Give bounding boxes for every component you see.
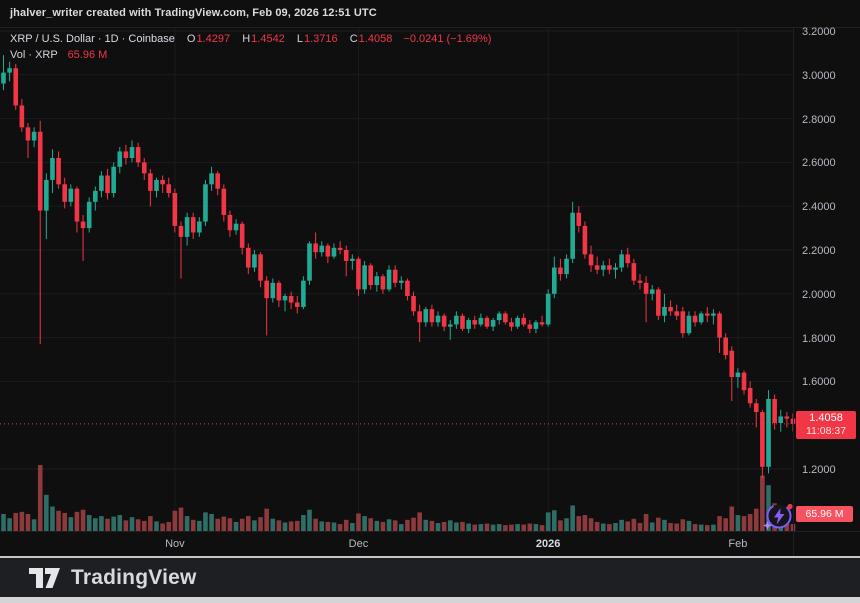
- chart-legend: XRP / U.S. Dollar · 1D · Coinbase O1.429…: [10, 31, 491, 63]
- price-axis-label: 1.8000: [802, 332, 836, 345]
- axis-corner-divider: [792, 531, 860, 532]
- tradingview-logo-icon: [29, 568, 60, 588]
- legend-symbol-row: XRP / U.S. Dollar · 1D · Coinbase O1.429…: [10, 31, 491, 47]
- low-label: L: [296, 33, 303, 45]
- price-axis[interactable]: 3.2000 3.0000 2.8000 2.6000 2.4000 2.2000 2.00…: [793, 26, 860, 556]
- high-value: 1.4542: [251, 33, 285, 45]
- time-axis-label-2026: 2026: [535, 538, 561, 550]
- time-axis-label-dec: Dec: [348, 538, 369, 550]
- tradingview-logo[interactable]: TradingView: [28, 565, 197, 591]
- footer-divider: [0, 556, 860, 558]
- price-axis-label: 3.0000: [802, 69, 836, 82]
- volume-axis-badge: 65.96 M: [796, 506, 853, 522]
- last-price-badge: 1.4058 11:08:37: [796, 411, 856, 439]
- flash-icon[interactable]: [763, 500, 795, 532]
- tradingview-logo-text: TradingView: [71, 566, 197, 589]
- high-label: H: [242, 33, 251, 45]
- time-axis-label-nov: Nov: [165, 538, 185, 550]
- low-value: 1.3716: [304, 33, 338, 45]
- volume-label: Vol · XRP: [10, 49, 58, 61]
- header-divider: [0, 27, 860, 28]
- price-axis-label: 2.4000: [802, 201, 836, 214]
- price-axis-label: 1.2000: [802, 464, 836, 476]
- close-value: 1.4058: [358, 33, 393, 45]
- price-axis-label: 2.0000: [802, 288, 836, 301]
- time-axis[interactable]: Nov Dec 2026 Feb: [0, 531, 792, 557]
- lightning-bolt-icon: [774, 508, 785, 525]
- change-value: −0.0241 (−1.69%): [403, 33, 492, 45]
- header-bar: jhalver_writer created with TradingView.…: [0, 0, 860, 27]
- bar-countdown: 11:08:37: [805, 425, 847, 437]
- notification-dot: [787, 503, 793, 510]
- last-price-value: 1.4058: [809, 412, 843, 424]
- price-axis-label: 2.8000: [802, 113, 836, 126]
- price-axis-label: 2.2000: [802, 245, 836, 257]
- close-label: C: [349, 33, 358, 45]
- chart-canvas[interactable]: [0, 28, 860, 531]
- footer-bar: TradingView: [0, 558, 860, 597]
- time-axis-label-feb: Feb: [728, 538, 748, 550]
- sparkle-icon: [763, 521, 772, 530]
- legend-volume-row: Vol · XRP 65.96 M: [10, 47, 491, 63]
- attribution-text: jhalver_writer created with TradingView.…: [10, 7, 377, 19]
- price-axis-label: 2.6000: [802, 157, 836, 170]
- open-value: 1.4297: [196, 33, 231, 45]
- volume-value: 65.96 M: [67, 49, 108, 61]
- bottom-edge-strip: [0, 597, 860, 603]
- symbol-title: XRP / U.S. Dollar · 1D · Coinbase: [10, 33, 175, 45]
- price-axis-label: 1.6000: [802, 376, 836, 389]
- price-axis-label: 3.2000: [802, 26, 836, 38]
- open-label: O: [186, 33, 196, 45]
